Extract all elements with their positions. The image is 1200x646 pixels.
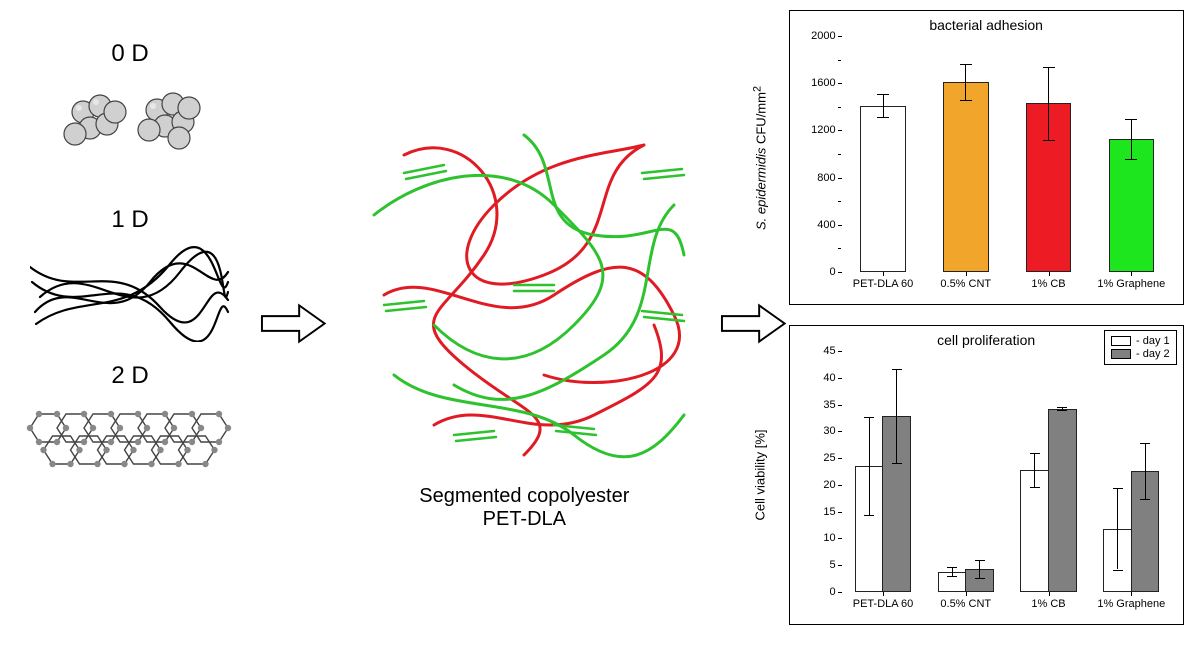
figure-container: 0 D 1 D	[0, 0, 1200, 646]
nanoparticle-spheres-icon	[45, 76, 215, 186]
group-1d: 1 D	[20, 206, 240, 342]
arrow-right-icon	[260, 301, 329, 346]
bar	[943, 82, 989, 272]
right-panel: S. epidermidis CFU/mm2 bacterial adhesio…	[789, 0, 1200, 646]
legend-label: - day 2	[1136, 348, 1170, 360]
group-2d: 2 D // will be drawn below via JS for br…	[20, 362, 240, 478]
copolyester-label-line1: Segmented copolyester	[419, 485, 629, 508]
legend-item: - day 1	[1111, 335, 1170, 347]
label-1d: 1 D	[111, 206, 148, 234]
chart2-legend: - day 1 - day 2	[1104, 330, 1177, 365]
bar	[1048, 409, 1077, 592]
copolyester-tangle-icon	[344, 115, 704, 475]
copolyester-label-line2: PET-DLA	[419, 508, 629, 531]
group-0d: 0 D	[20, 40, 240, 186]
label-2d: 2 D	[111, 362, 148, 390]
chart1-ylabel: S. epidermidis CFU/mm2	[751, 85, 768, 229]
chart1-title: bacterial adhesion	[929, 17, 1043, 33]
legend-label: - day 1	[1136, 335, 1170, 347]
copolyester-label: Segmented copolyester PET-DLA	[419, 485, 629, 531]
arrow-right-icon	[720, 301, 789, 346]
legend-swatch	[1111, 336, 1131, 346]
label-0d: 0 D	[111, 40, 148, 68]
left-panel: 0 D 1 D	[0, 0, 260, 646]
chart2-ylabel: Cell viability [%]	[752, 429, 767, 520]
chart2-title: cell proliferation	[937, 332, 1035, 348]
bar	[1020, 470, 1049, 592]
nanotube-fibers-icon	[30, 242, 230, 342]
chart-cell-proliferation: Cell viability [%] cell proliferation 05…	[789, 325, 1184, 625]
bar	[860, 106, 906, 272]
middle-panel: Segmented copolyester PET-DLA	[329, 0, 721, 646]
chart2-plot-area: 051015202530354045PET-DLA 600.5% CNT1% C…	[842, 351, 1173, 592]
legend-item: - day 2	[1111, 348, 1170, 360]
chart-bacterial-adhesion: S. epidermidis CFU/mm2 bacterial adhesio…	[789, 10, 1184, 305]
legend-swatch	[1111, 349, 1131, 359]
graphene-lattice-icon: // will be drawn below via JS for brevit…	[20, 398, 240, 478]
chart1-plot-area: 0400800120016002000PET-DLA 600.5% CNT1% …	[842, 36, 1173, 272]
